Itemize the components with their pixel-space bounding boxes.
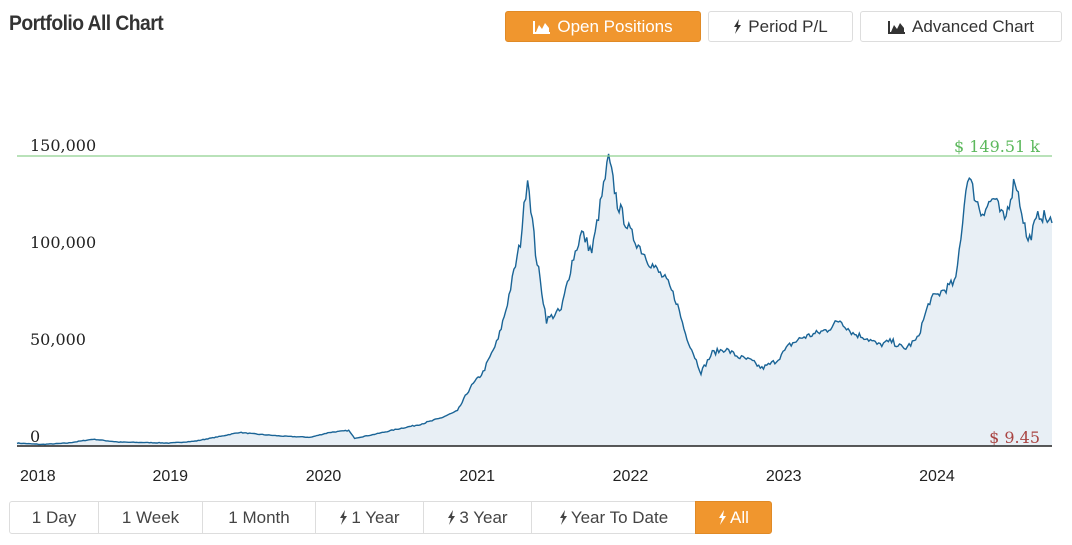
max-value-label: $ 149.51 k [954, 137, 1040, 156]
range-1-day-button[interactable]: 1 Day [9, 501, 99, 534]
series-line [16, 153, 1053, 446]
bolt-icon [447, 510, 456, 525]
advanced-chart-label: Advanced Chart [912, 16, 1034, 36]
advanced-chart-button[interactable]: Advanced Chart [860, 11, 1062, 42]
range-label: 1 Month [228, 507, 290, 527]
range-selector: 1 Day 1 Week 1 Month 1 Year 3 Year Year … [9, 501, 772, 534]
range-label: 1 Week [121, 507, 180, 527]
x-tick-label: 2019 [152, 468, 188, 485]
x-tick-label: 2021 [459, 468, 495, 485]
range-all-button[interactable]: All [695, 501, 772, 534]
page-title: Portfolio All Chart [9, 12, 164, 35]
x-tick-label: 2018 [20, 468, 56, 485]
range-label: 3 Year [459, 507, 508, 527]
range-1-month-button[interactable]: 1 Month [202, 501, 316, 534]
y-tick-label: 0 [30, 427, 40, 446]
range-1-year-button[interactable]: 1 Year [315, 501, 424, 534]
range-label: Year To Date [570, 507, 669, 527]
y-tick-label: 50,000 [30, 330, 86, 349]
period-pl-button[interactable]: Period P/L [708, 11, 853, 42]
x-tick-label: 2023 [766, 468, 802, 485]
area-chart-icon [888, 20, 906, 34]
range-label: 1 Day [31, 507, 77, 527]
y-tick-label: 150,000 [30, 136, 96, 155]
range-1-week-button[interactable]: 1 Week [98, 501, 203, 534]
bolt-icon [733, 19, 742, 34]
min-value-label: $ 9.45 [989, 428, 1040, 447]
period-pl-label: Period P/L [748, 16, 828, 36]
open-positions-label: Open Positions [557, 16, 673, 36]
y-tick-label: 100,000 [30, 233, 96, 252]
bolt-icon [718, 510, 727, 525]
range-label: 1 Year [351, 507, 400, 527]
bolt-icon [559, 510, 568, 525]
area-chart-icon [533, 20, 551, 34]
x-tick-label: 2020 [306, 468, 342, 485]
range-label: All [730, 507, 749, 527]
range-3-year-button[interactable]: 3 Year [423, 501, 532, 534]
bolt-icon [339, 510, 348, 525]
range-ytd-button[interactable]: Year To Date [531, 501, 696, 534]
x-tick-label: 2024 [919, 468, 955, 485]
open-positions-button[interactable]: Open Positions [505, 11, 701, 42]
x-tick-label: 2022 [613, 468, 649, 485]
series-area [17, 153, 1052, 446]
